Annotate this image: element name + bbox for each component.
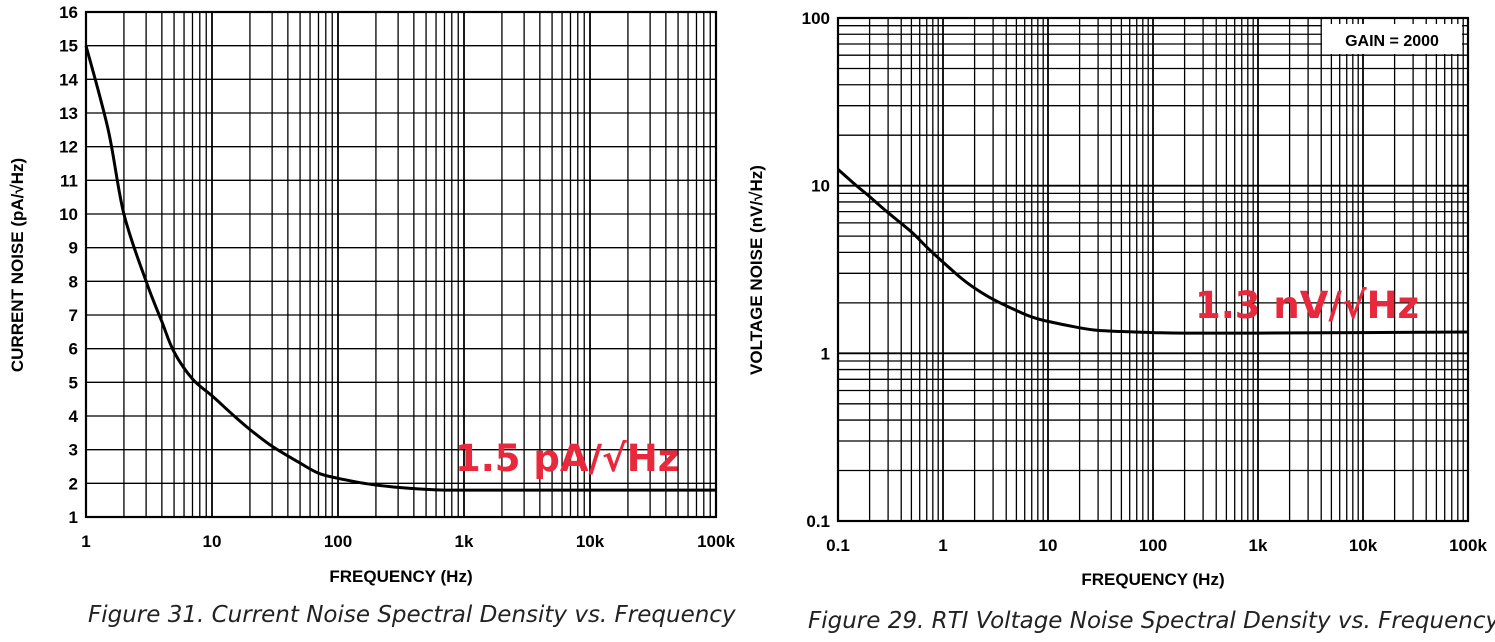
chart2-y-axis-label: VOLTAGE NOISE (nV/√Hz) <box>747 165 766 375</box>
chart2-x-tick-label: 1 <box>938 536 947 555</box>
chart2-voltage-noise-line <box>837 168 1469 335</box>
chart1-x-tick-label: 1k <box>455 532 474 551</box>
chart1-y-tick-label: 3 <box>69 441 78 460</box>
chart2-x-tick-label: 10k <box>1349 536 1378 555</box>
chart1-y-tick-label: 4 <box>69 407 79 426</box>
chart2-x-tick-label: 0.1 <box>826 536 850 555</box>
chart2-x-tick-labels: 0.1 1 10 100 1k 10k 100k <box>826 536 1487 555</box>
chart2-grid <box>838 18 1468 521</box>
chart1-y-tick-label: 7 <box>69 306 78 325</box>
chart1-x-tick-label: 100k <box>697 532 735 551</box>
gain-legend-text: GAIN = 2000 <box>1345 33 1439 50</box>
chart1-x-tick-label: 10 <box>203 532 222 551</box>
chart1-y-tick-label: 14 <box>59 70 78 89</box>
chart1-y-tick-label: 16 <box>59 3 78 22</box>
chart2-x-tick-label: 10 <box>1039 536 1058 555</box>
chart1-caption: Figure 31. Current Noise Spectral Densit… <box>88 602 736 628</box>
chart1-y-tick-label: 15 <box>59 37 78 56</box>
chart1-x-tick-label: 100 <box>324 532 352 551</box>
chart1-y-tick-label: 12 <box>59 138 78 157</box>
chart1-grid <box>86 12 716 517</box>
gain-legend-box <box>1322 24 1462 54</box>
chart1-y-tick-label: 2 <box>69 474 78 493</box>
chart2-y-tick-label: 10 <box>811 177 830 196</box>
chart1-y-tick-label: 13 <box>59 104 78 123</box>
chart1-noise-annotation: 1.5 pA/√Hz <box>455 437 679 480</box>
chart2-x-tick-label: 100 <box>1139 536 1167 555</box>
chart1-x-tick-label: 10k <box>576 532 605 551</box>
chart1-y-tick-label: 10 <box>59 205 78 224</box>
chart1-x-tick-label: 1 <box>81 532 90 551</box>
chart2-y-tick-label: 100 <box>802 9 830 28</box>
chart1-current-noise-line <box>84 45 716 492</box>
chart2-noise-annotation: 1.3 nV/√Hz <box>1195 284 1419 327</box>
chart1-x-axis-label: FREQUENCY (Hz) <box>329 567 472 586</box>
chart1-y-tick-label: 5 <box>69 373 78 392</box>
chart2-y-tick-labels: 0.1 1 10 100 <box>802 9 830 531</box>
chart1-y-tick-label: 6 <box>69 340 78 359</box>
chart2-x-axis-label: FREQUENCY (Hz) <box>1081 570 1224 589</box>
chart1-plot-frame <box>84 10 718 519</box>
chart2-y-tick-label: 0.1 <box>806 512 830 531</box>
chart2-x-tick-label: 100k <box>1449 536 1487 555</box>
chart2-plot-frame <box>836 16 1470 523</box>
chart2-x-tick-label: 1k <box>1249 536 1268 555</box>
chart2-y-tick-label: 1 <box>821 344 830 363</box>
chart1-y-axis-label: CURRENT NOISE (pA/√Hz) <box>8 158 27 372</box>
chart1-y-tick-label: 8 <box>69 272 78 291</box>
voltage-noise-chart: 0.1 1 10 100 0.1 1 10 100 1k 10k 100k GAIN = 2000… <box>747 9 1495 634</box>
chart1-y-tick-label: 11 <box>60 171 78 190</box>
chart1-y-tick-label: 1 <box>69 508 78 527</box>
chart1-y-tick-label: 9 <box>69 239 78 258</box>
chart2-caption: Figure 29. RTI Voltage Noise Spectral De… <box>808 608 1495 634</box>
chart1-x-tick-labels: 1 10 100 1k 10k 100k <box>81 532 735 551</box>
